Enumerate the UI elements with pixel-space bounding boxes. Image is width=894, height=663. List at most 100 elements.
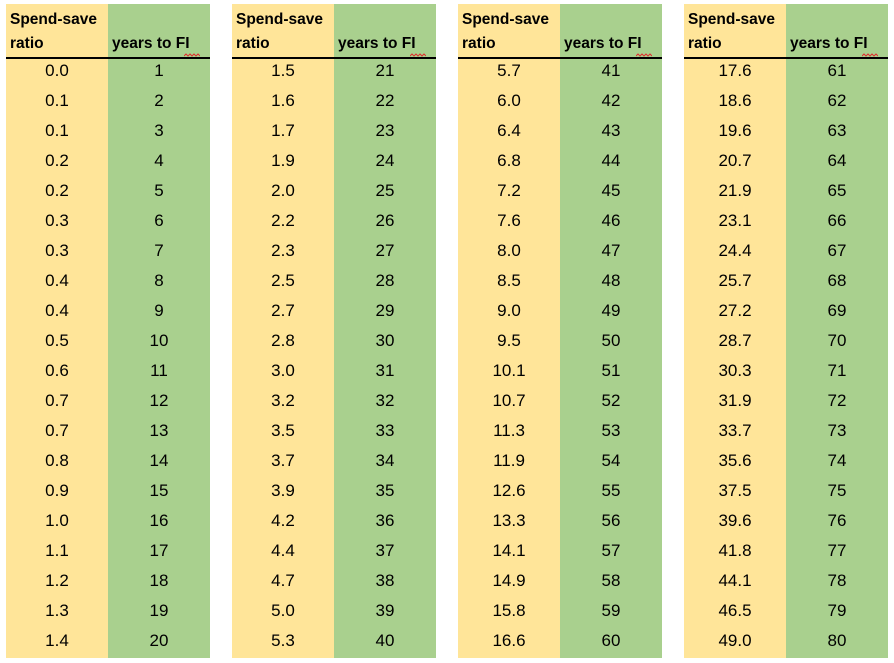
years-cell: 16 bbox=[149, 511, 169, 530]
table-row: 30.3 71 bbox=[684, 356, 888, 386]
years-column-header: years to FI bbox=[112, 35, 190, 52]
table-row: 10.7 52 bbox=[458, 386, 662, 416]
table-row: 1.6 22 bbox=[232, 86, 436, 116]
table-row: 15.8 59 bbox=[458, 596, 662, 626]
years-cell: 27 bbox=[375, 241, 395, 260]
ratio-cell: 9.5 bbox=[497, 331, 521, 350]
ratio-column-header: Spend-save ratio bbox=[10, 11, 98, 52]
ratio-cell: 25.7 bbox=[718, 271, 752, 290]
table-row: 1.1 17 bbox=[6, 536, 210, 566]
table-row: 24.4 67 bbox=[684, 236, 888, 266]
years-cell: 60 bbox=[601, 631, 621, 650]
years-cell: 78 bbox=[827, 571, 847, 590]
table-row: 14.9 58 bbox=[458, 566, 662, 596]
years-cell: 63 bbox=[827, 121, 847, 140]
table-row: 0.8 14 bbox=[6, 446, 210, 476]
table-row: 2.3 27 bbox=[232, 236, 436, 266]
years-cell: 8 bbox=[154, 271, 164, 290]
years-column-background bbox=[786, 4, 888, 658]
years-cell: 24 bbox=[375, 151, 395, 170]
ratio-cell: 0.8 bbox=[45, 451, 69, 470]
table-row: 0.5 10 bbox=[6, 326, 210, 356]
years-cell: 74 bbox=[827, 451, 847, 470]
years-cell: 22 bbox=[375, 91, 395, 110]
ratio-cell: 8.5 bbox=[497, 271, 521, 290]
ratio-cell: 11.9 bbox=[493, 451, 525, 470]
years-cell: 17 bbox=[149, 541, 169, 560]
ratio-cell: 10.1 bbox=[492, 361, 526, 380]
table-row: 28.7 70 bbox=[684, 326, 888, 356]
ratio-cell: 16.6 bbox=[492, 631, 526, 650]
years-cell: 25 bbox=[375, 181, 395, 200]
table-row: 37.5 75 bbox=[684, 476, 888, 506]
years-cell: 76 bbox=[827, 511, 847, 530]
ratio-cell: 12.6 bbox=[492, 481, 526, 500]
years-cell: 45 bbox=[601, 181, 621, 200]
ratio-cell: 1.4 bbox=[45, 631, 69, 650]
header-divider bbox=[458, 57, 662, 59]
years-column-background bbox=[108, 4, 210, 658]
table-row: 9.5 50 bbox=[458, 326, 662, 356]
years-cell: 47 bbox=[601, 241, 621, 260]
ratio-cell: 41.8 bbox=[718, 541, 752, 560]
years-cell: 7 bbox=[154, 241, 164, 260]
ratio-cell: 2.5 bbox=[271, 271, 295, 290]
years-cell: 66 bbox=[827, 211, 847, 230]
years-cell: 43 bbox=[601, 121, 621, 140]
ratio-cell: 6.8 bbox=[497, 151, 521, 170]
table-row: 1.5 21 bbox=[232, 56, 436, 86]
table-block-1: Spend-save ratio years to FI 0.0 1 0.1 2 0.1 3 0… bbox=[6, 4, 210, 658]
years-cell: 79 bbox=[827, 601, 847, 620]
ratio-cell: 46.5 bbox=[718, 601, 752, 620]
table-row: 0.7 13 bbox=[6, 416, 210, 446]
ratio-cell: 0.2 bbox=[45, 181, 69, 200]
table-row: 3.0 31 bbox=[232, 356, 436, 386]
years-cell: 54 bbox=[601, 451, 621, 470]
ratio-cell: 3.0 bbox=[271, 361, 295, 380]
spellcheck-underline bbox=[184, 53, 200, 57]
table-row: 1.3 19 bbox=[6, 596, 210, 626]
years-cell: 28 bbox=[375, 271, 395, 290]
table-row: 0.7 12 bbox=[6, 386, 210, 416]
table-row: 3.2 32 bbox=[232, 386, 436, 416]
table-block-2: Spend-save ratio years to FI 1.5 21 1.6 22 1.7… bbox=[232, 4, 436, 658]
years-cell: 64 bbox=[827, 151, 847, 170]
ratio-cell: 18.6 bbox=[718, 91, 752, 110]
ratio-cell: 21.9 bbox=[718, 181, 752, 200]
ratio-cell: 33.7 bbox=[718, 421, 752, 440]
ratio-cell: 2.2 bbox=[271, 211, 295, 230]
ratio-cell: 3.2 bbox=[271, 391, 295, 410]
years-column-header: years to FI bbox=[790, 35, 868, 52]
years-cell: 73 bbox=[827, 421, 847, 440]
table-row: 49.0 80 bbox=[684, 626, 888, 656]
ratio-cell: 0.4 bbox=[45, 301, 69, 320]
table-row: 27.2 69 bbox=[684, 296, 888, 326]
ratio-cell: 6.4 bbox=[497, 121, 521, 140]
table-row: 8.5 48 bbox=[458, 266, 662, 296]
table-block-3: Spend-save ratio years to FI 5.7 41 6.0 42 6.4… bbox=[458, 4, 662, 658]
table-row: 0.4 9 bbox=[6, 296, 210, 326]
ratio-column-header: Spend-save ratio bbox=[462, 11, 550, 52]
table-row: 1.0 16 bbox=[6, 506, 210, 536]
ratio-cell: 0.7 bbox=[45, 391, 69, 410]
ratio-column-background bbox=[232, 4, 334, 658]
header-divider bbox=[6, 57, 210, 59]
table-row: 0.9 15 bbox=[6, 476, 210, 506]
table-row: 0.1 3 bbox=[6, 116, 210, 146]
years-column-background bbox=[560, 4, 662, 658]
years-cell: 40 bbox=[375, 631, 395, 650]
ratio-cell: 1.7 bbox=[271, 121, 295, 140]
ratio-cell: 2.3 bbox=[271, 241, 295, 260]
ratio-cell: 2.8 bbox=[271, 331, 295, 350]
table-block-4: Spend-save ratio years to FI 17.6 61 18.6 62 1… bbox=[684, 4, 888, 658]
ratio-cell: 23.1 bbox=[718, 211, 752, 230]
years-cell: 55 bbox=[601, 481, 621, 500]
table-row: 0.2 4 bbox=[6, 146, 210, 176]
table-row: 5.7 41 bbox=[458, 56, 662, 86]
years-cell: 20 bbox=[149, 631, 169, 650]
table-rows: 5.7 41 6.0 42 6.4 43 6.8 44 7.2 45 7.6 46 8.0 47 8.5 48… bbox=[458, 56, 662, 656]
table-row: 3.9 35 bbox=[232, 476, 436, 506]
ratio-cell: 24.4 bbox=[718, 241, 752, 260]
ratio-cell: 13.3 bbox=[492, 511, 526, 530]
years-cell: 41 bbox=[601, 61, 621, 80]
